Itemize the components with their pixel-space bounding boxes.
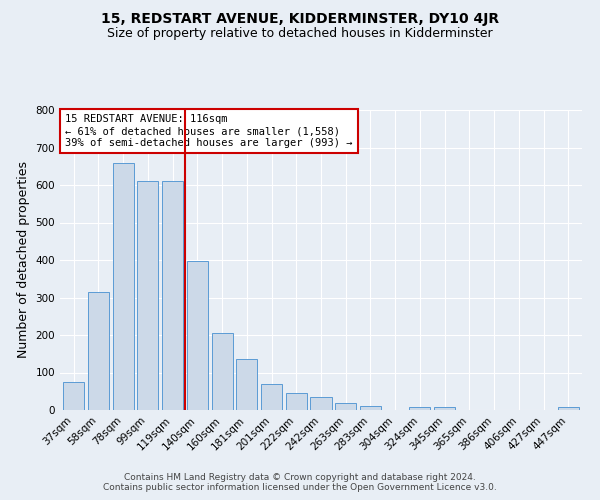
Bar <box>434 407 455 410</box>
Bar <box>63 382 84 410</box>
Text: Size of property relative to detached houses in Kidderminster: Size of property relative to detached ho… <box>107 28 493 40</box>
Bar <box>335 403 356 410</box>
Text: Contains public sector information licensed under the Open Government Licence v3: Contains public sector information licen… <box>103 484 497 492</box>
Bar <box>558 407 579 410</box>
Bar <box>88 292 109 410</box>
Bar <box>187 261 208 410</box>
Bar <box>261 384 282 410</box>
Text: 15, REDSTART AVENUE, KIDDERMINSTER, DY10 4JR: 15, REDSTART AVENUE, KIDDERMINSTER, DY10… <box>101 12 499 26</box>
Bar <box>409 407 430 410</box>
Bar <box>137 181 158 410</box>
Bar <box>113 162 134 410</box>
Bar <box>286 393 307 410</box>
Bar <box>162 181 183 410</box>
Bar <box>310 397 332 410</box>
Text: Contains HM Land Registry data © Crown copyright and database right 2024.: Contains HM Land Registry data © Crown c… <box>124 474 476 482</box>
Bar <box>236 360 257 410</box>
Y-axis label: Number of detached properties: Number of detached properties <box>17 162 30 358</box>
Text: 15 REDSTART AVENUE: 116sqm
← 61% of detached houses are smaller (1,558)
39% of s: 15 REDSTART AVENUE: 116sqm ← 61% of deta… <box>65 114 353 148</box>
Bar <box>212 333 233 410</box>
Bar <box>360 406 381 410</box>
